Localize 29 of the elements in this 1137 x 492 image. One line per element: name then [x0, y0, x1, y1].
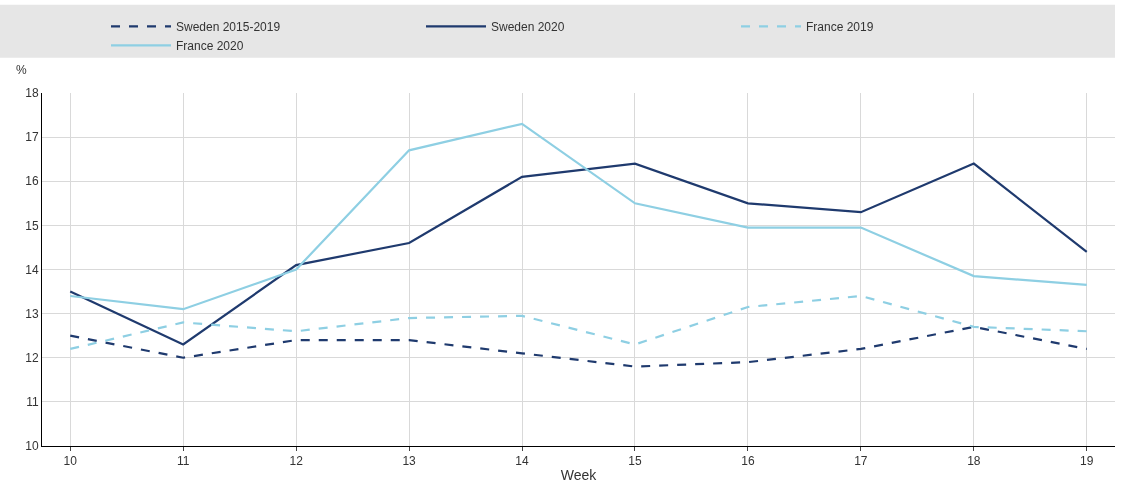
x-tick-label: 17 [854, 454, 868, 469]
legend-label: Sweden 2020 [491, 19, 565, 34]
y-tick-label: 14 [25, 262, 39, 277]
x-tick-label: 13 [402, 454, 417, 469]
x-axis-title: Week [560, 466, 598, 483]
y-axis-title: % [16, 63, 27, 77]
x-tick-label: 18 [967, 454, 981, 469]
x-tick-label: 10 [63, 454, 78, 469]
x-tick-label: 16 [741, 454, 755, 469]
y-tick-label: 16 [25, 174, 39, 189]
x-tick-label: 15 [628, 454, 642, 469]
y-tick-label: 12 [25, 350, 39, 365]
y-tick-label: 10 [25, 439, 39, 454]
y-tick-label: 17 [25, 130, 39, 145]
y-tick-label: 18 [25, 86, 39, 101]
y-tick-label: 13 [25, 306, 39, 321]
x-tick-label: 19 [1080, 454, 1094, 469]
x-tick-label: 12 [289, 454, 304, 469]
legend-label: France 2019 [806, 19, 874, 34]
y-tick-label: 11 [26, 395, 39, 410]
line-series [69, 294, 1088, 351]
line-series [69, 122, 1088, 311]
line-series [69, 162, 1088, 346]
x-tick-label: 14 [515, 454, 530, 469]
x-tick-label: 11 [176, 454, 190, 469]
line-series [69, 325, 1088, 368]
y-tick-label: 15 [25, 218, 39, 233]
legend-label: France 2020 [176, 38, 244, 53]
legend-label: Sweden 2015-2019 [176, 19, 281, 34]
